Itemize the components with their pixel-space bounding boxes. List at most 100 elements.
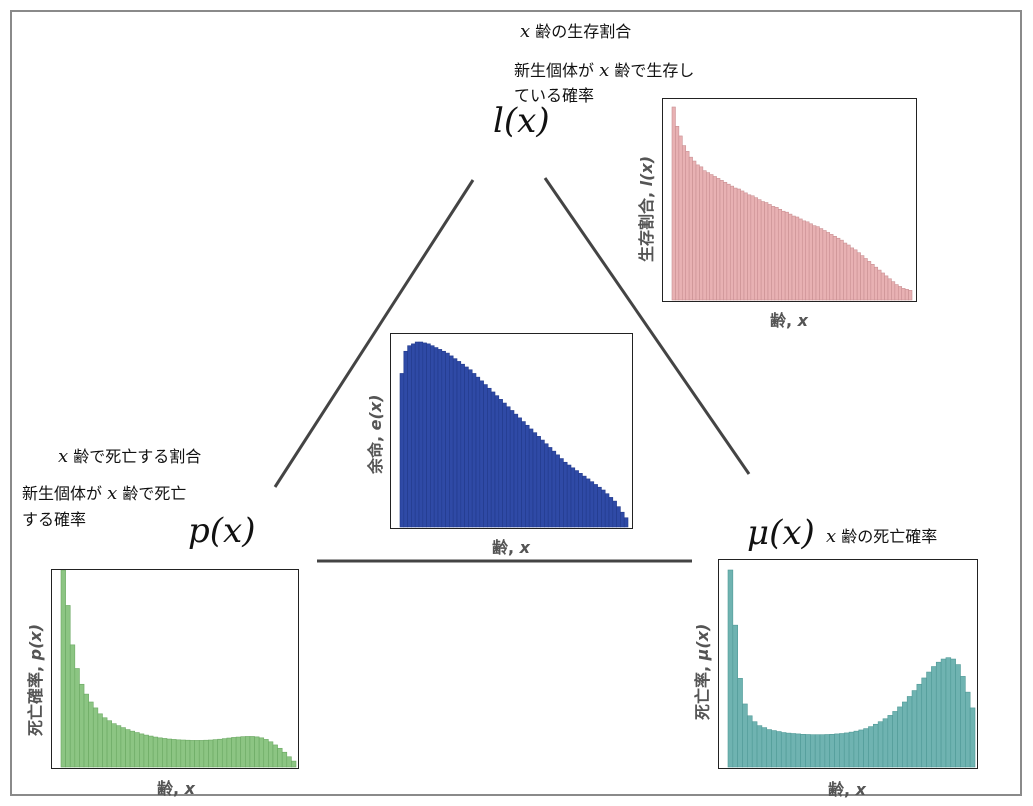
death-bar	[258, 737, 265, 768]
life-xlabel: 齢, x	[492, 534, 530, 558]
survival-bar	[849, 247, 855, 301]
survival-bar	[880, 272, 885, 301]
life-ylabel-text: 余命,	[366, 430, 385, 474]
survival-bar	[795, 216, 800, 301]
life-bar	[441, 350, 446, 528]
mortality-bars	[727, 569, 976, 768]
death-title-var: x	[58, 446, 69, 467]
life-bar	[437, 349, 443, 528]
survival-bar	[675, 125, 680, 301]
life-bar	[407, 345, 412, 528]
life-bar	[582, 475, 587, 528]
mortality-bar	[955, 664, 961, 768]
mortality-bar	[747, 715, 753, 768]
death-bar	[254, 736, 260, 768]
death-bar	[74, 668, 80, 768]
mortality-bar	[727, 569, 734, 768]
life-bar	[399, 373, 405, 528]
life-bar	[483, 384, 488, 528]
survival-bar	[678, 135, 683, 301]
mortality-title-text: 齢の死亡確率	[836, 527, 938, 546]
mortality-bar	[969, 707, 976, 768]
life-bar	[532, 432, 538, 528]
death-ylabel: 死亡確率, p(x)	[22, 624, 46, 736]
survival-bar	[712, 176, 717, 301]
life-bar	[593, 484, 598, 528]
life-bar	[521, 421, 526, 528]
death-bar	[272, 744, 278, 768]
mortality-bar	[892, 711, 898, 768]
life-bar	[616, 506, 621, 528]
death-bar	[235, 736, 242, 768]
survival-bar	[705, 172, 711, 301]
death-bar	[231, 737, 237, 768]
survival-bar	[873, 266, 879, 301]
death-bar	[79, 683, 85, 768]
death-bar	[263, 739, 269, 768]
death-probability-chart	[51, 569, 299, 769]
life-bars	[399, 341, 629, 528]
survival-bar	[815, 226, 820, 301]
death-bar	[125, 729, 131, 768]
mortality-bar	[843, 732, 850, 768]
mortality-bar	[868, 726, 874, 768]
life-bar	[513, 413, 519, 528]
mortality-bar	[931, 666, 937, 768]
life-bar	[517, 417, 522, 528]
death-bar	[281, 751, 288, 768]
survival-bar	[887, 278, 892, 301]
life-bar	[433, 347, 439, 528]
death-bar	[221, 738, 228, 768]
mortality-bar	[839, 733, 845, 768]
death-desc-post: 齢で死亡	[117, 484, 187, 503]
death-bar	[83, 693, 89, 768]
life-bar	[544, 443, 549, 528]
mortality-bar	[810, 734, 816, 768]
life-bar	[506, 406, 511, 528]
life-bar	[608, 497, 614, 528]
survival-bar	[671, 106, 676, 301]
life-bar	[585, 478, 591, 528]
life-bar	[612, 500, 617, 528]
death-bar	[208, 739, 214, 768]
survival-bar	[699, 166, 704, 301]
survival-bar	[695, 164, 700, 301]
survival-bar	[877, 269, 882, 301]
survival-bar	[908, 290, 913, 301]
death-xlabel-var: x	[184, 779, 195, 798]
survival-bars	[671, 106, 913, 301]
survival-bar	[736, 188, 741, 301]
survival-bar	[901, 288, 906, 301]
mortality-bar	[766, 729, 772, 768]
life-bar	[528, 428, 534, 528]
mortality-bar	[834, 733, 840, 768]
mortality-bar	[965, 691, 971, 768]
survival-bar	[832, 236, 837, 301]
mortality-bar	[960, 676, 966, 768]
survival-bar	[764, 202, 769, 301]
life-bar	[487, 387, 492, 528]
survival-bar	[740, 190, 745, 301]
mortality-bar	[800, 734, 806, 768]
mortality-bar	[897, 706, 903, 768]
life-bar	[426, 343, 431, 528]
survival-chart	[662, 98, 917, 302]
life-bar	[547, 447, 553, 528]
mortality-ylabel-text: 死亡率,	[693, 660, 712, 720]
mortality-bar	[751, 721, 758, 768]
survival-desc-pre: 新生個体が	[514, 61, 595, 80]
life-bar	[570, 467, 576, 528]
death-bar	[102, 717, 108, 768]
life-bar	[456, 361, 462, 528]
survival-bar	[843, 242, 848, 301]
survival-bar	[822, 230, 827, 301]
survival-bar	[791, 215, 796, 301]
mortality-xlabel-var: x	[855, 780, 866, 799]
death-bar	[212, 739, 218, 768]
life-ylabel-var: e(x)	[366, 394, 385, 431]
mortality-ylabel-var: μ(x)	[693, 623, 712, 661]
survival-bar	[729, 185, 735, 301]
life-bar	[464, 366, 469, 528]
life-bar	[422, 342, 427, 528]
